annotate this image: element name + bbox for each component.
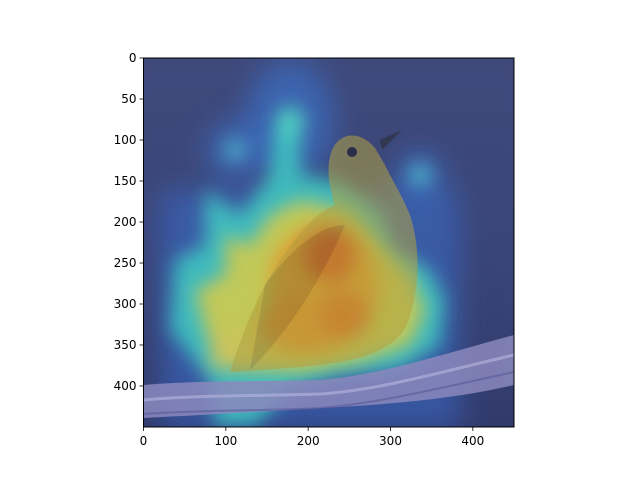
axes-frame xyxy=(143,57,515,428)
x-axis: 0 100 200 300 400 xyxy=(140,427,484,448)
overlay-soften xyxy=(143,58,514,427)
x-tick-label: 100 xyxy=(214,434,237,448)
y-tick-label: 100 xyxy=(114,133,137,147)
y-tick-label: 50 xyxy=(121,92,136,106)
y-axis: 0 50 100 150 200 250 300 350 400 xyxy=(114,51,144,393)
y-tick-label: 350 xyxy=(114,338,137,352)
heatmap-image xyxy=(143,58,514,427)
x-tick-label: 400 xyxy=(461,434,484,448)
y-tick-label: 400 xyxy=(114,379,137,393)
y-tick-label: 300 xyxy=(114,297,137,311)
y-tick-label: 250 xyxy=(114,256,137,270)
y-tick-label: 200 xyxy=(114,215,137,229)
y-tick-label: 150 xyxy=(114,174,137,188)
x-tick-label: 300 xyxy=(379,434,402,448)
y-tick-label: 0 xyxy=(129,51,137,65)
x-tick-label: 0 xyxy=(140,434,148,448)
x-tick-label: 200 xyxy=(297,434,320,448)
